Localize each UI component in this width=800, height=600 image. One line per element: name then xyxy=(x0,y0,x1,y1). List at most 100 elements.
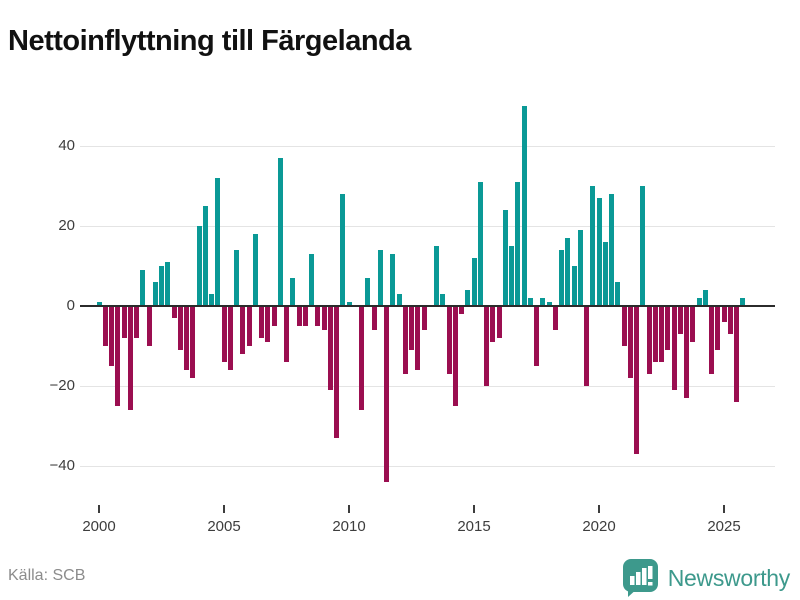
bar xyxy=(390,254,396,306)
bar xyxy=(559,250,564,306)
bar xyxy=(171,306,177,318)
bar xyxy=(734,306,739,402)
bar xyxy=(565,238,571,306)
x-axis-label-2000: 2000 xyxy=(82,518,116,535)
bar xyxy=(265,306,271,342)
bar xyxy=(521,106,527,306)
bar xyxy=(327,306,333,390)
bar xyxy=(190,306,196,378)
bar xyxy=(721,306,727,322)
bar xyxy=(534,306,539,366)
bar xyxy=(727,306,733,334)
gridline-y-40 xyxy=(80,145,775,147)
bar xyxy=(234,250,239,306)
x-axis-label-2015: 2015 xyxy=(457,518,491,535)
bar xyxy=(184,306,189,370)
bar xyxy=(634,306,639,454)
bar xyxy=(121,306,127,338)
bar xyxy=(277,158,283,306)
bar xyxy=(709,306,714,374)
bar xyxy=(452,306,458,406)
bar xyxy=(96,302,102,306)
bar xyxy=(471,258,477,306)
x-axis-label-2010: 2010 xyxy=(332,518,366,535)
bar xyxy=(140,270,146,306)
bar xyxy=(146,306,152,346)
bar xyxy=(640,186,646,306)
bar xyxy=(259,306,264,338)
bar xyxy=(434,246,439,306)
x-axis-tick-2000 xyxy=(98,505,100,513)
x-axis-tick-2025 xyxy=(723,505,725,513)
bar xyxy=(609,194,614,306)
newsworthy-wordmark: Newsworthy xyxy=(667,564,791,591)
bar xyxy=(602,242,608,306)
bar xyxy=(421,306,427,330)
bar xyxy=(477,182,483,306)
bar xyxy=(296,306,302,326)
bar xyxy=(590,186,596,306)
bar xyxy=(315,306,321,326)
bar xyxy=(377,250,383,306)
bar xyxy=(596,198,602,306)
bar xyxy=(665,306,671,350)
bar xyxy=(696,298,702,306)
bar xyxy=(577,230,583,306)
bar xyxy=(446,306,452,374)
bar xyxy=(527,298,533,306)
bar xyxy=(284,306,289,362)
bar xyxy=(252,234,258,306)
newsworthy-bubble-icon xyxy=(622,559,658,597)
bar xyxy=(502,210,508,306)
bar xyxy=(290,278,296,306)
y-axis-label-20: 20 xyxy=(58,217,75,234)
bar xyxy=(465,290,471,306)
bar xyxy=(321,306,327,330)
x-axis-label-2025: 2025 xyxy=(707,518,741,535)
bar xyxy=(302,306,308,326)
x-axis-tick-2020 xyxy=(598,505,600,513)
bar xyxy=(496,306,502,338)
bar xyxy=(490,306,496,342)
bar xyxy=(221,306,227,362)
bar xyxy=(196,226,202,306)
newsworthy-logo: Newsworthy xyxy=(622,558,790,598)
bar xyxy=(677,306,683,334)
bar xyxy=(409,306,414,350)
x-axis-tick-2010 xyxy=(348,505,350,513)
bar xyxy=(415,306,421,370)
chart-title: Nettoinflyttning till Färgelanda xyxy=(8,25,411,58)
bar xyxy=(659,306,664,362)
bar xyxy=(571,266,577,306)
bar xyxy=(652,306,658,362)
bar xyxy=(671,306,677,390)
bar xyxy=(546,302,552,306)
bar xyxy=(621,306,627,346)
bar xyxy=(309,254,314,306)
x-axis-tick-2005 xyxy=(223,505,225,513)
bar xyxy=(552,306,558,330)
bar xyxy=(246,306,252,346)
gridline-y--20 xyxy=(80,385,775,387)
bar xyxy=(359,306,364,410)
y-axis-label-0: 0 xyxy=(66,297,75,314)
bar xyxy=(646,306,652,374)
bar xyxy=(402,306,408,374)
bar xyxy=(459,306,464,314)
bar xyxy=(134,306,139,338)
bar xyxy=(215,178,221,306)
bar xyxy=(209,294,214,306)
bar xyxy=(240,306,246,354)
bar xyxy=(102,306,108,346)
bar xyxy=(371,306,377,330)
bar xyxy=(346,302,352,306)
bar xyxy=(115,306,121,406)
x-axis-label-2020: 2020 xyxy=(582,518,616,535)
bar xyxy=(715,306,721,350)
bar xyxy=(127,306,133,410)
bar xyxy=(177,306,183,350)
bar-chart: 40 20 0 −20 −40 2000 2005 2010 2015 2020 2025 xyxy=(50,106,775,535)
bar xyxy=(365,278,371,306)
bar xyxy=(615,282,621,306)
